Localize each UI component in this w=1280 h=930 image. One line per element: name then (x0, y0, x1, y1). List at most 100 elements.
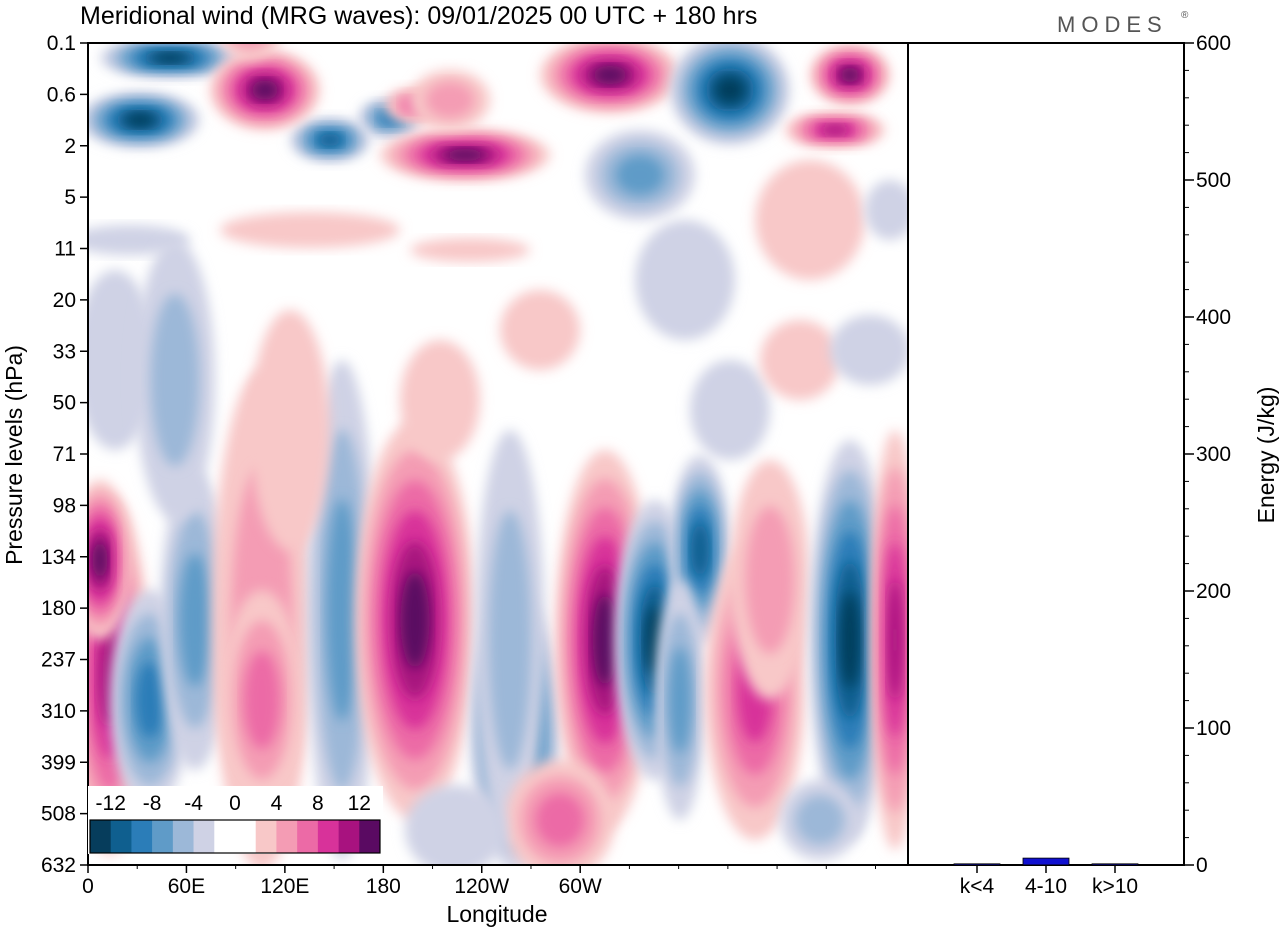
negative-wind-contour (136, 661, 164, 739)
negative-wind-contour (830, 315, 908, 385)
chart-title: Meridional wind (MRG waves): 09/01/2025 … (80, 2, 757, 30)
colorbar-cell (276, 820, 298, 853)
negative-wind-contour (488, 510, 532, 770)
colorbar-label: -8 (143, 792, 162, 815)
y-tick-label: 508 (41, 803, 76, 826)
y-tick-label: 50 (53, 392, 76, 415)
positive-wind-contour (410, 238, 530, 262)
colorbar-cell (297, 820, 319, 853)
negative-wind-contour (715, 76, 745, 104)
colorbar-label: 8 (312, 792, 324, 815)
negative-wind-contour (865, 180, 908, 240)
brand-logo: MODES (1057, 12, 1168, 37)
positive-wind-contour (221, 43, 279, 60)
y-tick-label: 399 (41, 751, 76, 774)
wavenumber-label: k<4 (960, 875, 995, 898)
positive-wind-contour (400, 340, 480, 460)
energy-tick-label: 500 (1196, 169, 1231, 192)
colorbar-cell (172, 820, 194, 853)
energy-tick-label: 300 (1196, 443, 1231, 466)
negative-wind-contour (668, 646, 692, 754)
colorbar-frame (89, 819, 381, 854)
x-tick-label: 120E (260, 875, 309, 898)
y-tick-label: 632 (41, 854, 76, 877)
positive-wind-contour (220, 212, 400, 248)
x-tick-label: 120W (454, 875, 509, 898)
energy-bar (1091, 863, 1139, 866)
colorbar: -12 -8 -4 0 4 8 12 (88, 786, 383, 854)
energy-bar (1022, 857, 1070, 866)
negative-wind-contour (691, 522, 709, 578)
colorbar-cell (193, 820, 215, 853)
colorbar-cell (110, 820, 132, 853)
y-tick-label: 5 (64, 186, 76, 209)
heatmap-panel: 0.1 0.6 2 5 11 20 33 50 71 98 134 180 237 310 399 508 63… (1, 32, 909, 927)
y-tick-label: 71 (53, 443, 76, 466)
colorbar-label: -12 (96, 792, 126, 815)
energy-tick-label: 600 (1196, 32, 1231, 55)
positive-wind-contour (500, 290, 580, 370)
colorbar-label: 4 (271, 792, 283, 815)
colorbar-cell (235, 820, 257, 853)
negative-wind-contour (326, 498, 358, 722)
energy-tick-label: 100 (1196, 717, 1231, 740)
positive-wind-contour (745, 506, 795, 654)
negative-wind-contour (125, 113, 155, 127)
negative-wind-contour (318, 133, 342, 147)
colorbar-label: -4 (184, 792, 203, 815)
energy-tick-label: 400 (1196, 306, 1231, 329)
energy-tick-label: 0 (1196, 854, 1208, 877)
negative-wind-contour (179, 553, 211, 687)
positive-wind-contour (535, 793, 585, 847)
y-tick-label: 98 (53, 494, 76, 517)
energy-axis-label: Energy (J/kg) (1253, 387, 1279, 524)
x-tick-label: 0 (82, 875, 94, 898)
positive-wind-contour (840, 67, 860, 83)
negative-wind-contour (840, 591, 860, 689)
positive-wind-contour (755, 160, 865, 280)
colorbar-cell (338, 820, 360, 853)
x-axis-label: Longitude (446, 901, 547, 927)
positive-wind-contour (92, 540, 108, 580)
positive-wind-contour (593, 65, 627, 85)
energy-axis: 0 100 200 300 400 500 600 (1184, 32, 1231, 877)
y-tick-label: 2 (64, 135, 76, 158)
y-tick-label: 33 (53, 340, 76, 363)
energy-tick-label: 200 (1196, 580, 1231, 603)
longitude-axis: 0 60E 120E 180 120W 60W (82, 865, 877, 898)
y-tick-label: 180 (41, 597, 76, 620)
negative-wind-contour (635, 220, 735, 340)
x-tick-label: 60E (168, 875, 205, 898)
colorbar-cell (255, 820, 277, 853)
negative-wind-contour (153, 53, 187, 63)
wind-contours (88, 43, 908, 865)
energy-bar (953, 863, 1001, 866)
positive-wind-contour (234, 43, 266, 49)
negative-wind-contour (150, 293, 200, 467)
brand-registered-mark: ® (1181, 10, 1189, 21)
positive-wind-contour (250, 310, 330, 550)
positive-wind-contour (251, 80, 279, 100)
y-tick-label: 0.6 (47, 83, 76, 106)
y-tick-label: 11 (54, 238, 76, 261)
positive-wind-contour (592, 593, 618, 687)
y-axis-label: Pressure levels (hPa) (1, 345, 27, 565)
positive-wind-contour (760, 320, 840, 400)
colorbar-cell (317, 820, 339, 853)
x-tick-label: 60W (559, 875, 602, 898)
negative-wind-contour (405, 785, 505, 865)
positive-wind-contour (887, 580, 903, 700)
colorbar-cell (152, 820, 174, 853)
colorbar-cell (359, 820, 381, 853)
negative-wind-contour (615, 155, 665, 195)
negative-wind-contour (690, 360, 770, 460)
colorbar-label: 12 (348, 792, 371, 815)
positive-wind-contour (244, 651, 280, 749)
y-tick-label: 134 (41, 546, 76, 569)
y-tick-label: 20 (53, 289, 76, 312)
x-tick-label: 180 (366, 875, 401, 898)
positive-wind-contour (400, 571, 430, 669)
pressure-axis: 0.1 0.6 2 5 11 20 33 50 71 98 134 180 237 310 399 508 63… (41, 32, 88, 877)
wavenumber-axis: k<4 4-10 k>10 (960, 865, 1138, 898)
